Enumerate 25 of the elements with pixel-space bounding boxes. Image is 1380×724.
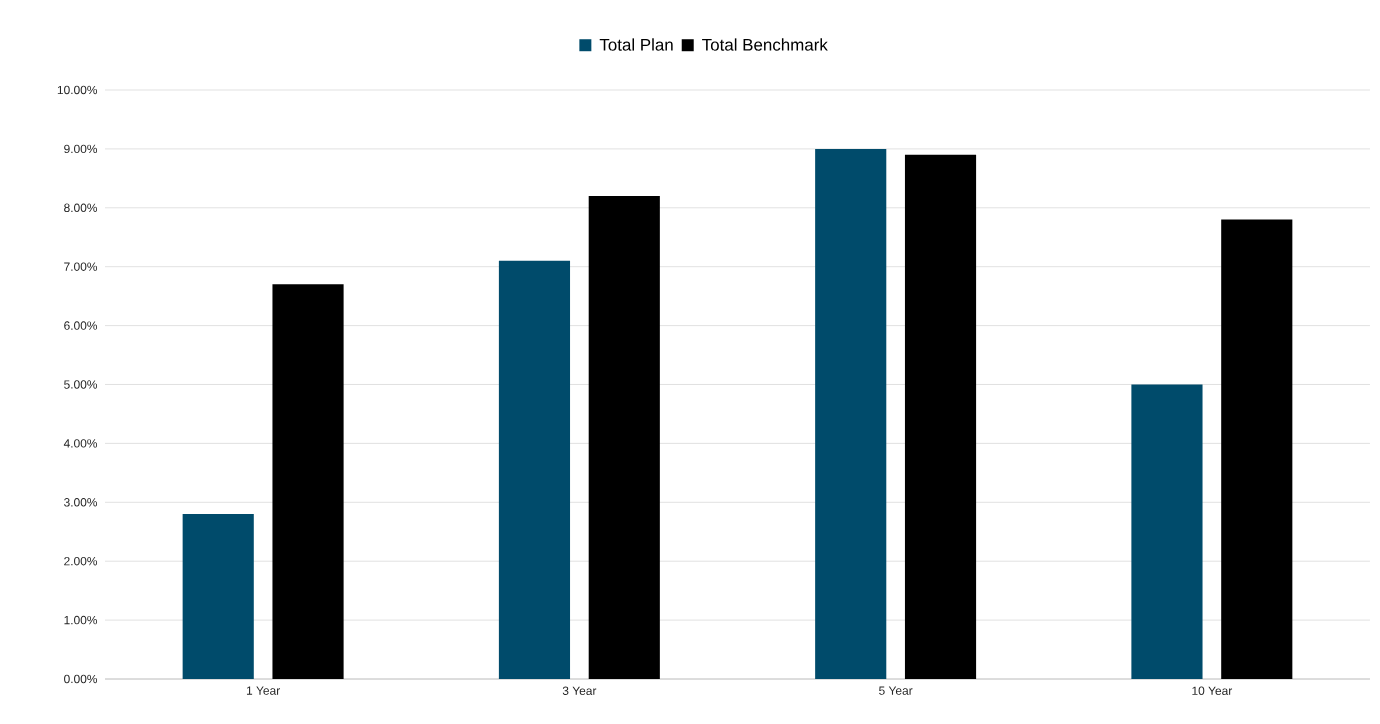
bar — [1221, 219, 1293, 679]
y-tick-label: 8.00% — [64, 203, 98, 213]
bar — [272, 284, 344, 679]
y-tick-label: 3.00% — [64, 498, 98, 507]
y-tick-label: 0.00% — [64, 674, 98, 684]
bar — [815, 148, 887, 679]
y-tick-label: 10.00% — [57, 85, 98, 95]
bar — [182, 514, 254, 679]
legend-label: Total Plan — [599, 38, 673, 51]
x-tick-label: 10 Year — [1192, 686, 1233, 695]
x-tick-label: 1 Year — [246, 686, 280, 695]
bar — [498, 260, 571, 679]
bar — [588, 196, 660, 679]
y-tick-label: 2.00% — [64, 556, 98, 566]
bar — [904, 154, 977, 679]
legend-label: Total Benchmark — [702, 38, 828, 51]
y-tick-label: 1.00% — [64, 615, 98, 625]
y-tick-label: 5.00% — [64, 380, 98, 389]
bar — [1131, 384, 1203, 679]
y-tick-label: 4.00% — [63, 439, 98, 448]
y-tick-label: 6.00% — [64, 321, 98, 330]
y-tick-label: 7.00% — [64, 262, 98, 271]
x-tick-label: 5 Year — [879, 686, 913, 695]
y-tick-label: 9.00% — [64, 144, 98, 154]
x-tick-label: 3 Year — [562, 686, 597, 695]
